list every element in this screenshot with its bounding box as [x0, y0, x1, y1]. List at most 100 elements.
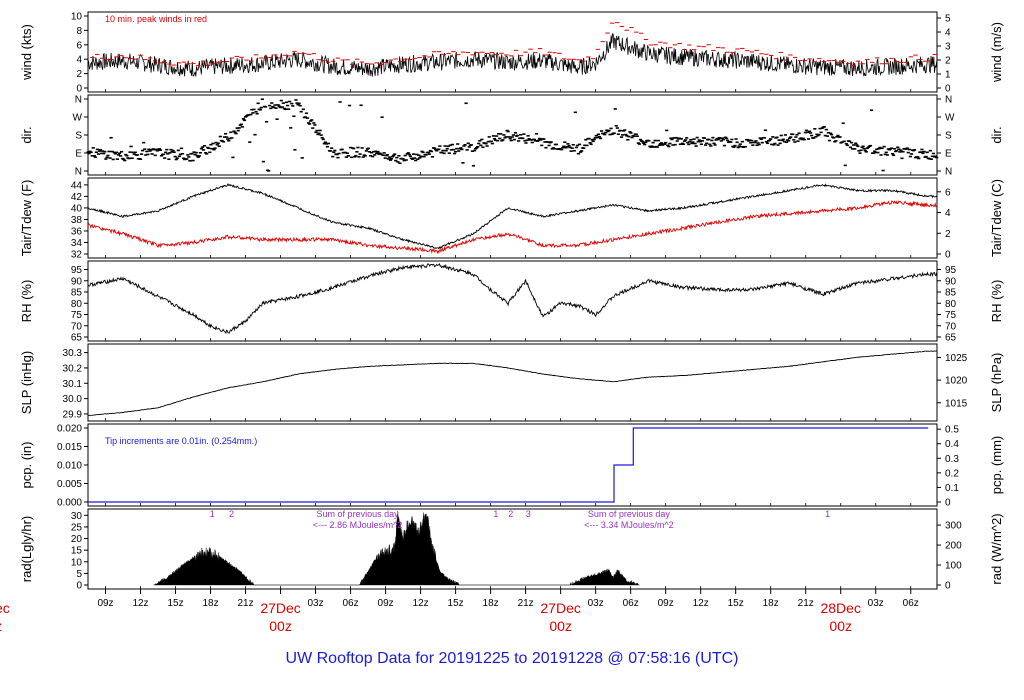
x-tick-label: 15z [167, 598, 183, 609]
rad-ytick-label-right: 100 [945, 561, 962, 572]
precip-ytick-label-right: 0.5 [945, 425, 959, 436]
dir-ytick-label-left: S [75, 131, 82, 142]
x-tick-label: 15z [728, 598, 744, 609]
x-axis: 09z 12z 15z 18z 21z 27Dec 00z 03z 06z 09z 12z 15z 18… [97, 589, 919, 634]
x-tick-label: 09z [97, 598, 113, 609]
slp-ytick-label-right: 1015 [945, 398, 968, 409]
rh-ytick-label-right: 90 [945, 276, 957, 287]
rad-ytick-label-left: 0 [76, 581, 82, 592]
slp-ytick-label-right: 1020 [945, 376, 968, 387]
precip-panel: pcp. (in) pcp. (mm) 0.000 0.005 0.010 0.015 0.… [19, 423, 1004, 509]
precip-ytick-label-right: 0 [945, 498, 951, 509]
precip-ytick-label-left: 0.010 [57, 461, 82, 472]
x-tick-label: 21z [798, 598, 814, 609]
x-tick-label: 12z [413, 598, 429, 609]
hour-label-fragment: z [0, 618, 2, 634]
x-tick-label: 18z [483, 598, 499, 609]
precip-ytick-label-left: 0.020 [57, 424, 82, 435]
slp-ytick-label-left: 30.2 [63, 363, 83, 374]
slp-ylabel-left: SLP (inHg) [19, 351, 34, 414]
x-day-hour-label: 00z [269, 618, 292, 634]
tair_tdew-ytick-label-right: 6 [945, 187, 951, 198]
x-tick-label: 15z [448, 598, 464, 609]
x-tick-label: 06z [903, 598, 919, 609]
tair_tdew-ytick-label-left: 44 [71, 180, 83, 191]
rh-ytick-label-right: 80 [945, 299, 957, 310]
slp-frame [87, 343, 938, 422]
dir-ytick-label-left: N [75, 167, 82, 178]
tair_tdew-frame [87, 177, 938, 259]
wind-ytick-label-right: 1 [945, 70, 951, 81]
dir-ytick-label-right: W [945, 113, 955, 124]
wind-ytick-label-left: 4 [76, 55, 82, 66]
wind-ytick-label-left: 2 [76, 69, 82, 80]
x-tick-label: 12z [693, 598, 709, 609]
slp-ytick-label-right: 1025 [945, 353, 968, 364]
rad-ylabel-right: rad (W/m^2) [989, 513, 1004, 584]
precip-ylabel-right: pcp. (mm) [989, 436, 1004, 495]
dir-ytick-label-right: S [945, 131, 952, 142]
tair_tdew-ytick-label-right: 4 [945, 208, 951, 219]
precip-ytick-label-right: 0.1 [945, 483, 959, 494]
precip-ytick-label-right: 0.2 [945, 468, 959, 479]
x-tick-label: 21z [518, 598, 534, 609]
dir-ytick-label-left: E [75, 149, 82, 160]
x-tick-label: 12z [132, 598, 148, 609]
rh-ytick-label-left: 80 [71, 299, 83, 310]
rad-marker: 1 [493, 509, 498, 519]
rh-ytick-label-left: 85 [71, 288, 83, 299]
rad-ylabel-left: rad(Lgly/hr) [19, 516, 34, 582]
wind-ytick-label-right: 5 [945, 14, 951, 25]
rad-panel: rad(Lgly/hr) rad (W/m^2)05101520253001002… [19, 508, 1004, 592]
rh-ytick-label-left: 65 [71, 333, 83, 344]
slp-panel: SLP (inHg) SLP (hPa) 29.9 30.0 30.1 30.2 30.3 1… [19, 343, 1004, 422]
tair_tdew-ylabel-left: Tair/Tdew (F) [19, 180, 34, 257]
rh-ytick-label-right: 85 [945, 288, 957, 299]
rad-ytick-label-left: 25 [71, 522, 83, 533]
precip-ytick-label-left: 0.000 [57, 498, 82, 509]
rad-ytick-label-right: 0 [945, 581, 951, 592]
rh-series-line [87, 262, 938, 334]
wind-ytick-label-right: 0 [945, 84, 951, 95]
x-tick-label: 03z [308, 598, 324, 609]
dir-ytick-label-right: E [945, 149, 952, 160]
dir-ylabel-right: dir. [989, 126, 1004, 143]
precip-ytick-label-left: 0.005 [57, 479, 82, 490]
rad-area [153, 511, 640, 586]
precip-annotation: Tip increments are 0.01in. (0.254mm.) [105, 436, 257, 446]
rad-frame [87, 508, 938, 590]
slp-ylabel-right: SLP (hPa) [989, 353, 1004, 413]
rad-ytick-label-left: 15 [71, 546, 83, 557]
rad-ytick-label-left: 10 [71, 557, 83, 568]
rh-ytick-label-right: 70 [945, 321, 957, 332]
rad-ytick-label-left: 20 [71, 534, 83, 545]
wind-ytick-label-left: 8 [76, 26, 82, 37]
x-tick-label: 09z [658, 598, 674, 609]
wind-ytick-label-left: 10 [71, 12, 83, 23]
wind-ytick-label-right: 4 [945, 28, 951, 39]
rh-ytick-label-right: 95 [945, 265, 957, 276]
x-tick-label: 03z [868, 598, 884, 609]
rad-day-sum-label: Sum of previous day [588, 509, 671, 519]
wind-ylabel-right: wind (m/s) [989, 22, 1004, 83]
slp-ytick-label-left: 30.0 [63, 394, 83, 405]
rad-marker: 1 [210, 509, 215, 519]
rad-ytick-label-left: 30 [71, 511, 83, 522]
rad-ytick-label-right: 200 [945, 541, 962, 552]
x-tick-label: 09z [378, 598, 394, 609]
day-label-fragment: ec [0, 600, 10, 616]
rh-ytick-label-left: 75 [71, 310, 83, 321]
x-day-label: 27Dec [260, 600, 300, 616]
precip-ytick-label-right: 0.3 [945, 454, 959, 465]
dir-ytick-label-left: N [75, 95, 82, 106]
x-day-label: 27Dec [540, 600, 580, 616]
wind-annotation: 10 min. peak winds in red [105, 14, 207, 24]
page-title: UW Rooftop Data for 20191225 to 20191228… [285, 650, 739, 667]
x-tick-label: 21z [237, 598, 253, 609]
wind-frame [87, 11, 938, 93]
rh-ytick-label-left: 90 [71, 276, 83, 287]
slp-ytick-label-left: 30.1 [63, 379, 83, 390]
rad-marker: 2 [229, 509, 234, 519]
